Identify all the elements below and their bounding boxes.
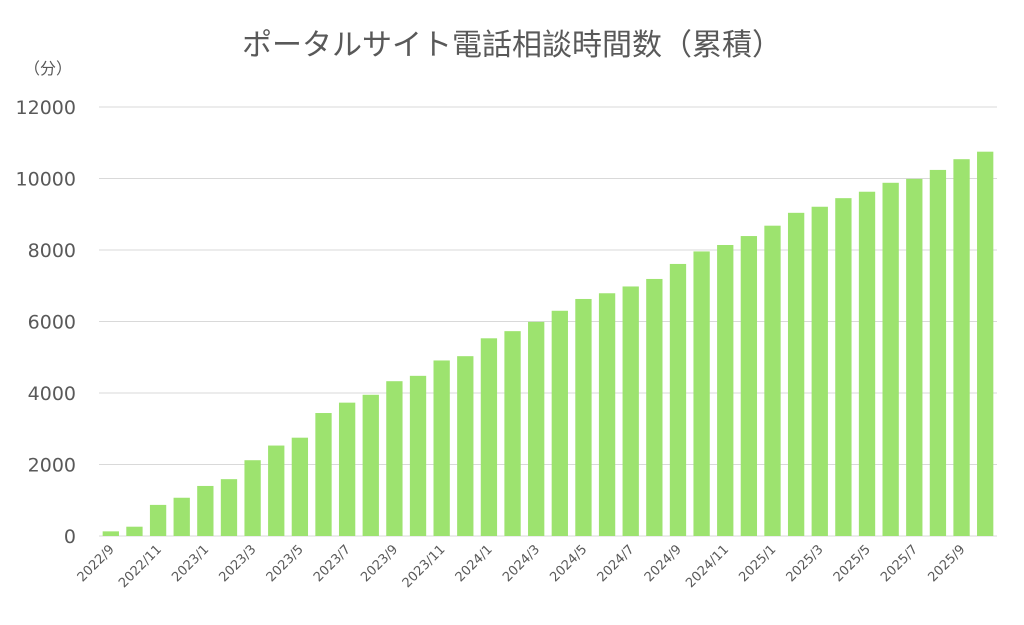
y-tick-label: 6000 bbox=[28, 312, 76, 334]
bar-2024-12 bbox=[740, 236, 758, 536]
bar-2024-4 bbox=[551, 310, 568, 536]
bar-2022-10 bbox=[126, 526, 143, 536]
bar-2023-3 bbox=[244, 460, 261, 536]
x-tick-label: 2024/5 bbox=[547, 542, 590, 585]
y-tick-label: 4000 bbox=[28, 383, 76, 405]
bar-2024-1 bbox=[480, 338, 498, 536]
bar-2025-7 bbox=[906, 178, 923, 537]
x-tick-label: 2023/11 bbox=[400, 542, 449, 591]
bar-2025-8 bbox=[929, 169, 947, 537]
x-tick-label: 2024/3 bbox=[500, 542, 543, 585]
bar-2024-2 bbox=[504, 331, 521, 536]
chart-title: ポータルサイト電話相談時間数（累積） bbox=[242, 28, 782, 63]
bar-2024-3 bbox=[528, 321, 545, 536]
y-tick-label: 12000 bbox=[16, 97, 76, 119]
x-tick-label: 2024/9 bbox=[642, 542, 685, 585]
bar-2025-2 bbox=[787, 212, 805, 536]
x-tick-label: 2025/1 bbox=[736, 542, 779, 585]
bar-2025-10 bbox=[977, 151, 994, 536]
bar-2024-11 bbox=[717, 244, 734, 536]
x-tick-label: 2024/7 bbox=[595, 542, 638, 585]
bar-2024-6 bbox=[598, 293, 616, 536]
x-tick-label: 2025/3 bbox=[784, 542, 827, 585]
x-tick-label: 2022/11 bbox=[116, 542, 165, 591]
bar-2023-11 bbox=[433, 360, 450, 536]
bar-2022-9 bbox=[102, 531, 119, 536]
x-tick-label: 2025/9 bbox=[925, 542, 968, 585]
bar-2022-12 bbox=[173, 497, 190, 536]
bar-2023-2 bbox=[220, 479, 238, 536]
y-tick-label: 10000 bbox=[16, 169, 76, 191]
bar-2025-4 bbox=[835, 198, 852, 536]
y-axis-unit: （分） bbox=[24, 59, 72, 78]
bars bbox=[102, 151, 994, 537]
bar-2023-6 bbox=[315, 413, 332, 536]
bar-2023-1 bbox=[197, 485, 214, 536]
bar-2025-5 bbox=[858, 191, 876, 537]
bar-2025-6 bbox=[882, 182, 899, 537]
bar-2023-12 bbox=[457, 356, 474, 536]
x-tick-label: 2023/3 bbox=[216, 542, 259, 585]
bar-2025-3 bbox=[811, 206, 828, 536]
bar-2023-9 bbox=[386, 381, 403, 536]
bar-2023-5 bbox=[291, 437, 309, 536]
bar-2024-9 bbox=[669, 263, 687, 536]
bar-2023-10 bbox=[409, 375, 427, 536]
bar-2024-7 bbox=[622, 286, 639, 536]
x-tick-label: 2025/5 bbox=[831, 542, 874, 585]
x-tick-label: 2023/7 bbox=[311, 542, 354, 585]
y-tick-label: 0 bbox=[64, 526, 76, 548]
bar-2022-11 bbox=[149, 504, 167, 536]
x-tick-label: 2022/9 bbox=[75, 542, 118, 585]
bar-2025-1 bbox=[764, 225, 781, 536]
x-tick-label: 2023/9 bbox=[358, 542, 401, 585]
y-tick-label: 2000 bbox=[28, 455, 76, 477]
y-axis-ticks: 0 2000 4000 6000 8000 10000 12000 bbox=[16, 97, 76, 548]
bar-2024-8 bbox=[646, 278, 663, 536]
bar-2024-10 bbox=[693, 251, 710, 536]
x-tick-label: 2023/1 bbox=[169, 542, 212, 585]
bar-2024-5 bbox=[575, 298, 592, 536]
bar-2023-4 bbox=[268, 445, 285, 536]
bar-2023-7 bbox=[338, 402, 356, 536]
bar-2023-8 bbox=[362, 394, 379, 536]
x-tick-label: 2023/5 bbox=[264, 542, 307, 585]
bar-2025-9 bbox=[953, 159, 970, 536]
x-tick-label: 2024/11 bbox=[683, 542, 732, 591]
x-tick-label: 2024/1 bbox=[453, 542, 496, 585]
y-tick-label: 8000 bbox=[28, 240, 76, 262]
x-tick-label: 2025/7 bbox=[878, 542, 921, 585]
